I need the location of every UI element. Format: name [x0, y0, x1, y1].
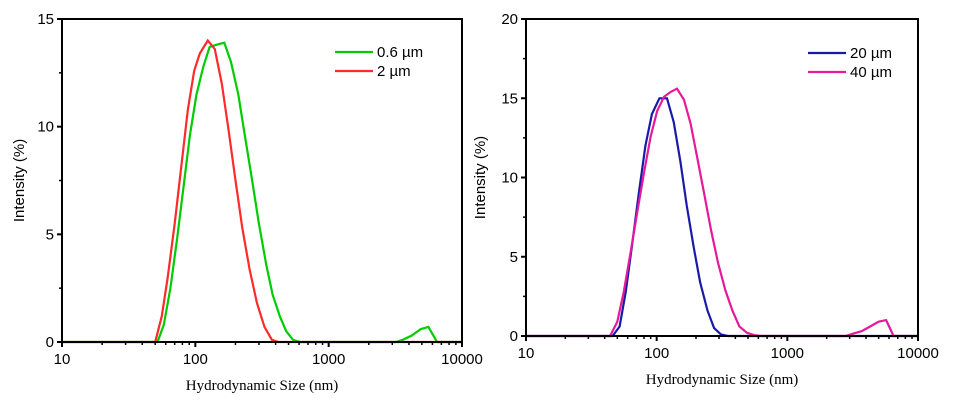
y-tick-label: 5	[510, 249, 518, 266]
x-tick-label: 10000	[897, 345, 939, 362]
x-tick-label: 10	[518, 345, 535, 362]
left-chart: 10 100 1000 10000 0 5 10 15 Hydrodynamic Size (n…	[11, 11, 483, 394]
x-axis-title: Hydrodynamic Size (nm)	[186, 378, 338, 394]
y-tick-label: 0	[46, 334, 54, 351]
x-axis-title: Hydrodynamic Size (nm)	[646, 372, 798, 388]
y-tick-label: 0	[510, 328, 518, 345]
x-tick-label: 10	[54, 351, 71, 368]
x-tick-label: 10000	[441, 351, 483, 368]
x-tick-label: 100	[644, 345, 669, 362]
series-line-0-6-m	[62, 41, 462, 344]
x-tick-label: 1000	[771, 345, 804, 362]
legend: 20 µm 40 µm	[808, 45, 892, 81]
legend: 0.6 µm 2 µm	[335, 44, 423, 80]
series-line-20-m	[526, 97, 918, 338]
y-tick-label: 10	[501, 170, 518, 187]
y-tick-label: 20	[501, 11, 518, 28]
y-tick-label: 10	[37, 119, 54, 136]
y-tick-label: 15	[37, 11, 54, 28]
legend-label: 20 µm	[850, 45, 892, 62]
series-line-40-m	[526, 87, 918, 338]
y-tick-label: 15	[501, 90, 518, 107]
y-tick-label: 5	[46, 226, 54, 243]
y-axis-title: Intensity (%)	[472, 136, 489, 219]
legend-label: 2 µm	[377, 63, 411, 80]
legend-label: 40 µm	[850, 64, 892, 81]
x-tick-label: 1000	[312, 351, 345, 368]
y-axis-title: Intensity (%)	[11, 139, 28, 222]
x-tick-label: 100	[183, 351, 208, 368]
right-chart: 10 100 1000 10000 0 5 10 15 20 Hydrodynamic Size …	[472, 11, 939, 388]
series-line-2-m	[62, 38, 462, 344]
legend-label: 0.6 µm	[377, 44, 423, 61]
